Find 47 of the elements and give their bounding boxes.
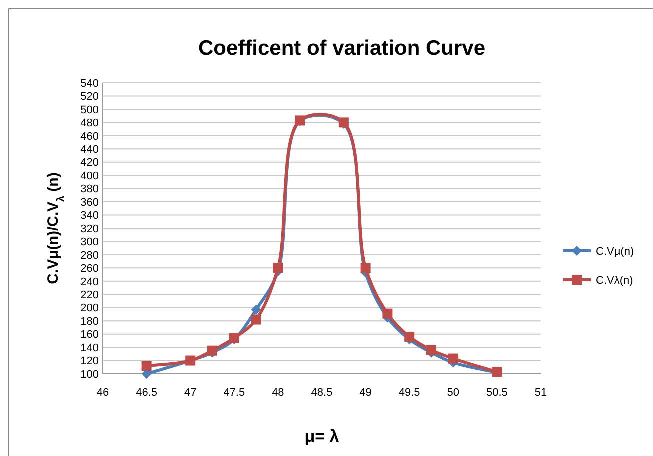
y-tick-label: 140 bbox=[80, 342, 99, 354]
x-tick-label: 47.5 bbox=[224, 387, 246, 399]
y-tick-label: 360 bbox=[80, 196, 99, 209]
x-tick-label: 46 bbox=[96, 387, 110, 399]
y-tick-label: 480 bbox=[80, 118, 99, 130]
point bbox=[448, 354, 458, 364]
x-tick-label: 46.5 bbox=[136, 387, 158, 399]
x-tick-label: 49.5 bbox=[398, 387, 420, 399]
x-tick-label: 49 bbox=[360, 387, 372, 399]
x-tick-label: 50 bbox=[447, 387, 460, 399]
x-tick-label: 50.5 bbox=[486, 387, 508, 399]
y-tick-label: 240 bbox=[80, 276, 99, 288]
point bbox=[142, 361, 152, 372]
y-tick-label: 320 bbox=[80, 223, 99, 236]
legend-label: C.Vλ(n) bbox=[596, 274, 634, 287]
y-tick-label: 280 bbox=[80, 250, 99, 262]
y-tick-label: 440 bbox=[80, 144, 99, 156]
y-tick-label: 520 bbox=[80, 91, 99, 104]
point bbox=[426, 345, 436, 356]
y-tick-label: 380 bbox=[80, 184, 99, 196]
chart-title: Coefficent of variation Curve bbox=[198, 37, 486, 60]
y-tick-label: 260 bbox=[80, 263, 99, 276]
y-tick-label: 300 bbox=[80, 236, 99, 249]
point bbox=[251, 304, 262, 315]
point bbox=[382, 308, 393, 319]
y-tick-label: 160 bbox=[80, 329, 99, 342]
point bbox=[251, 314, 262, 325]
y-tick-label: 120 bbox=[80, 356, 99, 368]
y-tick-label: 220 bbox=[80, 289, 99, 302]
x-tick-label: 51 bbox=[534, 387, 548, 399]
y-tick-label: 500 bbox=[80, 104, 99, 116]
point bbox=[273, 263, 284, 274]
y-tick-label: 180 bbox=[80, 316, 99, 328]
x-tick-label: 47 bbox=[184, 387, 197, 399]
point bbox=[360, 263, 371, 274]
x-axis-title: μ= λ bbox=[304, 427, 340, 446]
x-tick-label: 48.5 bbox=[311, 387, 333, 399]
y-tick-label: 460 bbox=[80, 130, 99, 143]
y-tick-label: 340 bbox=[80, 210, 99, 222]
point bbox=[404, 332, 415, 342]
y-tick-label: 100 bbox=[80, 368, 99, 381]
y-tick-label: 540 bbox=[80, 78, 99, 90]
y-tick-label: 200 bbox=[80, 302, 99, 315]
x-tick-label: 48 bbox=[272, 387, 284, 399]
y-tick-label: 400 bbox=[80, 170, 99, 182]
legend-label: C.Vμ(n) bbox=[596, 246, 634, 258]
y-tick-label: 420 bbox=[80, 157, 99, 170]
